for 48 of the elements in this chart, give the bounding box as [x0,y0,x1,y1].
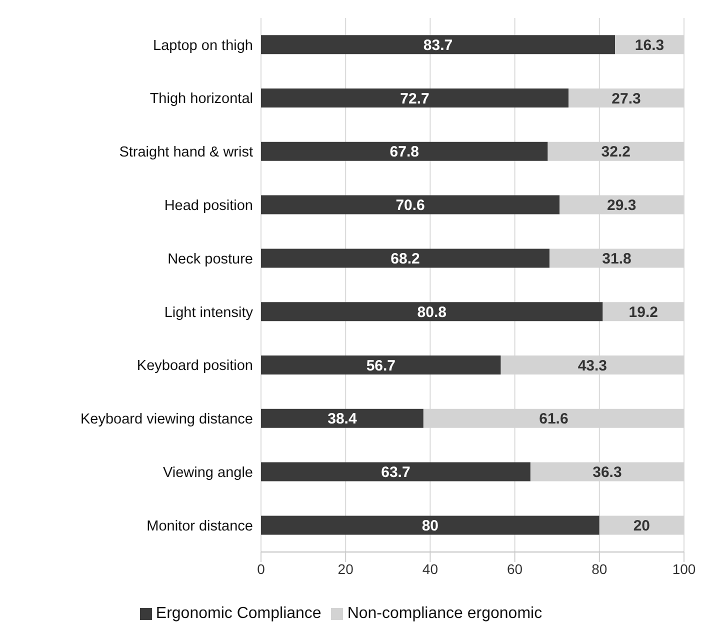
y-tick-label: Thigh horizontal [150,91,253,108]
y-tick-label: Monitor distance [146,518,253,534]
y-tick-label: Straight hand & wrist [119,144,253,161]
x-tick-label: 20 [338,560,354,577]
data-label: 20 [633,518,650,535]
y-tick-label: Head position [164,198,253,214]
data-label: 16.3 [634,36,664,54]
data-label: 70.6 [396,197,425,214]
data-label: 27.3 [612,90,641,108]
bar [261,516,600,535]
bar [261,462,530,482]
y-tick-label: Neck posture [168,251,253,268]
data-label: 83.7 [423,36,453,54]
bar [261,35,616,54]
data-label: 63.7 [381,464,410,482]
y-tick-label: Light intensity [164,304,254,321]
legend-label: Non-compliance ergonomic [347,605,542,622]
x-tick-label: 40 [422,560,438,577]
data-label: 36.3 [592,464,622,482]
y-tick-label: Keyboard viewing distance [80,412,253,428]
data-label: 80 [422,518,439,535]
legend-label: Ergonomic Compliance [156,605,322,622]
bar [261,408,424,428]
data-label: 80.8 [417,304,446,321]
bar [261,355,501,374]
y-tick-label: Keyboard position [136,358,253,374]
x-tick-label: 0 [257,560,266,577]
bar [261,195,560,214]
data-label: 31.8 [602,250,632,268]
bar [261,248,550,268]
data-label: 61.6 [539,410,568,428]
data-label: 19.2 [628,304,658,321]
x-tick-label: 60 [507,560,523,577]
bar [261,302,603,322]
bar [261,142,548,161]
data-label: 38.4 [328,410,358,428]
x-tick-label: 100 [672,560,696,577]
data-label: 68.2 [390,250,420,268]
data-label: 56.7 [366,357,396,374]
x-tick-label: 80 [592,560,608,577]
data-label: 29.3 [607,197,636,214]
data-label: 72.7 [400,90,430,108]
data-label: 67.8 [390,144,419,161]
data-label: 32.2 [601,144,630,161]
y-tick-label: Laptop on thigh [153,38,253,54]
bar [261,88,569,108]
data-label: 43.3 [578,357,608,374]
y-tick-label: Viewing angle [162,465,253,482]
